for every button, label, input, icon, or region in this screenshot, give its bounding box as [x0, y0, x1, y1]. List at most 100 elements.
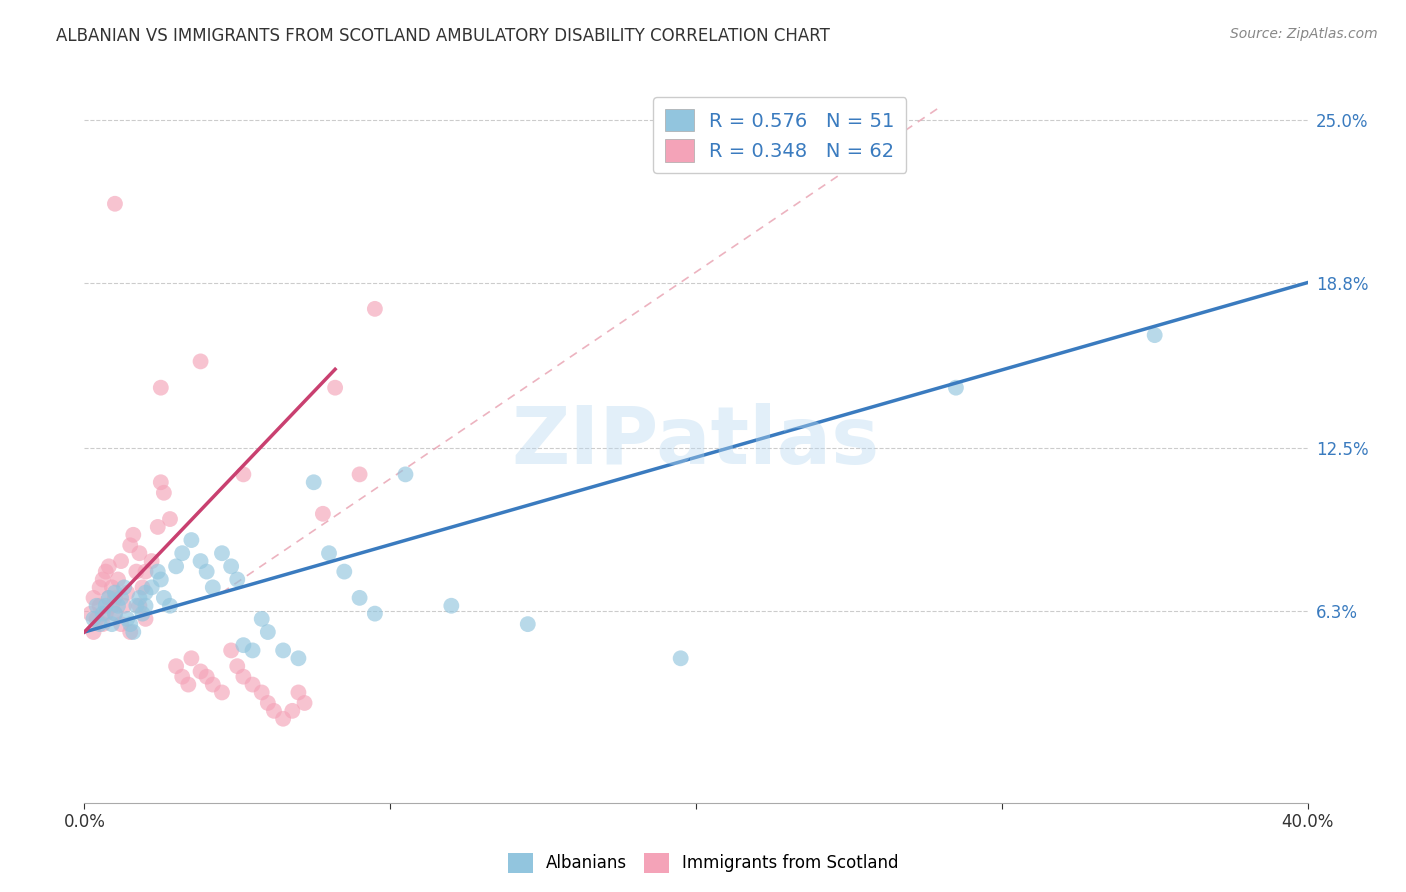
Point [110, 554, 132, 568]
Point [83, 591, 105, 605]
Point [440, 599, 463, 613]
Point [287, 685, 309, 699]
Point [97, 559, 120, 574]
Point [94, 599, 117, 613]
Point [79, 607, 101, 621]
Point [153, 591, 176, 605]
Text: Source: ZipAtlas.com: Source: ZipAtlas.com [1230, 27, 1378, 41]
Point [104, 607, 127, 621]
Point [349, 591, 371, 605]
Point [83, 612, 105, 626]
Point [190, 354, 212, 368]
Point [104, 591, 127, 605]
Point [190, 554, 212, 568]
Point [91, 607, 114, 621]
Point [226, 659, 249, 673]
Point [120, 538, 142, 552]
Point [122, 625, 145, 640]
Point [110, 591, 132, 605]
Point [149, 475, 172, 490]
Point [107, 573, 129, 587]
Point [135, 612, 157, 626]
Point [149, 381, 172, 395]
Point [107, 599, 129, 613]
Point [516, 617, 538, 632]
Legend: R = 0.576   N = 51, R = 0.348   N = 62: R = 0.576 N = 51, R = 0.348 N = 62 [652, 97, 907, 173]
Point [128, 546, 150, 560]
Point [115, 585, 138, 599]
Point [149, 573, 172, 587]
Point [89, 617, 111, 632]
Point [257, 696, 280, 710]
Point [120, 625, 142, 640]
Point [101, 580, 124, 594]
Point [226, 573, 249, 587]
Point [318, 546, 340, 560]
Point [394, 467, 416, 482]
Point [177, 677, 200, 691]
Point [94, 607, 117, 621]
Point [110, 617, 132, 632]
Point [302, 475, 325, 490]
Point [242, 677, 264, 691]
Point [172, 670, 194, 684]
Point [122, 528, 145, 542]
Point [153, 485, 176, 500]
Point [101, 617, 124, 632]
Point [232, 467, 254, 482]
Point [125, 599, 148, 613]
Point [190, 665, 212, 679]
Point [125, 565, 148, 579]
Point [219, 559, 242, 574]
Point [112, 599, 135, 613]
Point [159, 512, 181, 526]
Point [115, 612, 138, 626]
Point [97, 591, 120, 605]
Point [201, 580, 224, 594]
Point [104, 196, 127, 211]
Point [165, 659, 187, 673]
Point [195, 565, 218, 579]
Point [349, 467, 371, 482]
Point [89, 580, 111, 594]
Text: ZIPatlas: ZIPatlas [512, 402, 880, 481]
Point [128, 599, 150, 613]
Point [91, 617, 114, 632]
Point [945, 381, 967, 395]
Point [83, 625, 105, 640]
Point [271, 643, 294, 657]
Point [271, 712, 294, 726]
Text: ALBANIAN VS IMMIGRANTS FROM SCOTLAND AMBULATORY DISABILITY CORRELATION CHART: ALBANIAN VS IMMIGRANTS FROM SCOTLAND AMB… [56, 27, 830, 45]
Point [364, 301, 387, 316]
Point [180, 533, 202, 547]
Point [146, 565, 169, 579]
Point [287, 651, 309, 665]
Point [172, 546, 194, 560]
Point [232, 670, 254, 684]
Point [120, 617, 142, 632]
Point [94, 565, 117, 579]
Point [180, 651, 202, 665]
Point [128, 591, 150, 605]
Point [195, 670, 218, 684]
Point [211, 546, 233, 560]
Point [131, 580, 153, 594]
Point [1143, 328, 1166, 343]
Point [219, 643, 242, 657]
Legend: Albanians, Immigrants from Scotland: Albanians, Immigrants from Scotland [501, 847, 905, 880]
Point [97, 591, 120, 605]
Point [159, 599, 181, 613]
Point [323, 381, 346, 395]
Point [669, 651, 692, 665]
Point [141, 554, 163, 568]
Point [146, 520, 169, 534]
Point [333, 565, 356, 579]
Point [281, 704, 304, 718]
Point [104, 585, 127, 599]
Point [364, 607, 387, 621]
Point [211, 685, 233, 699]
Point [201, 677, 224, 691]
Point [312, 507, 335, 521]
Point [101, 599, 124, 613]
Point [86, 599, 108, 613]
